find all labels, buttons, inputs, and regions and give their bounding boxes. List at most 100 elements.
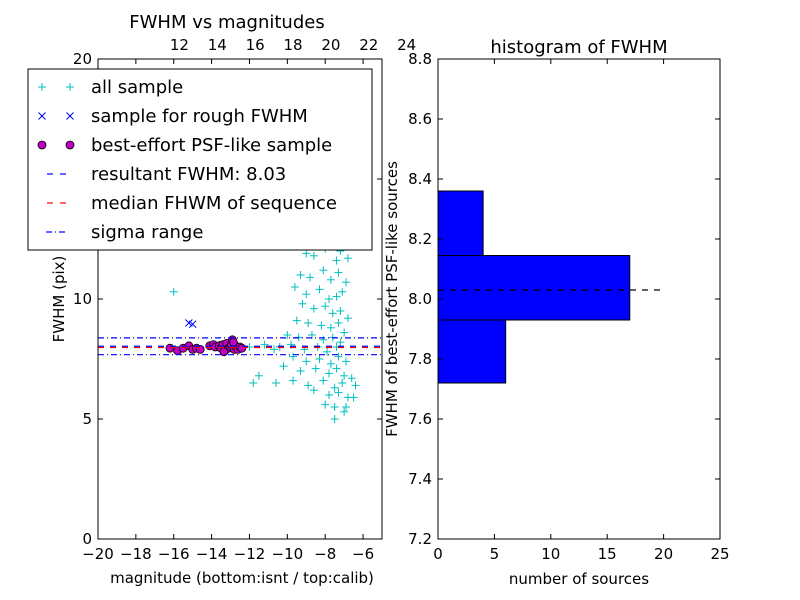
scatter-point [304, 319, 313, 327]
legend-items: all sample sample for rough FWHM best-effo… [37, 77, 337, 243]
scatter-point [347, 374, 356, 383]
x-tick-label: −10 [272, 545, 304, 563]
x-tick-label: 5 [490, 545, 500, 563]
y-tick-label: 7.4 [408, 470, 432, 488]
scatter-point [298, 299, 307, 308]
scatter-point [317, 321, 326, 330]
histogram-panel: 0 5 10 15 20 25 7.2 7.4 7.6 7.8 8.0 8.2 8.4 8.6 8.8 h… [383, 37, 730, 588]
scatter-point [334, 319, 343, 327]
top-x-tick-label: 16 [246, 36, 265, 54]
scatter-point [324, 369, 333, 378]
scatter-point [254, 371, 263, 380]
scatter-x-label: magnitude (bottom:isnt / top:calib) [110, 569, 374, 587]
scatter-point [330, 403, 339, 411]
histogram-bars [437, 190, 631, 384]
scatter-y-label: FWHM (pix) [50, 256, 68, 343]
scatter-point [326, 359, 335, 368]
scatter-point [349, 393, 358, 402]
scatter-top-ticks: 12 14 16 18 20 22 24 [170, 36, 416, 54]
legend-swatch [37, 140, 47, 150]
scatter-point [324, 295, 333, 303]
scatter-point [290, 283, 299, 291]
y-tick-label: 8.2 [408, 230, 432, 248]
legend-box [27, 68, 373, 251]
scatter-reference-lines [98, 337, 382, 356]
scatter-point [319, 376, 328, 385]
legend-swatch [66, 112, 74, 120]
scatter-point [219, 347, 229, 357]
scatter-point [315, 355, 324, 363]
histogram-bar [437, 190, 484, 256]
scatter-point [188, 320, 197, 329]
scatter-point [342, 357, 351, 366]
scatter-title: FWHM vs magnitudes [129, 12, 324, 33]
scatter-point [338, 287, 347, 296]
scatter-point [296, 271, 305, 279]
y-tick-label: 7.8 [408, 350, 432, 368]
scatter-point [332, 256, 341, 265]
scatter-point [283, 331, 292, 339]
scatter-point [169, 287, 178, 296]
scatter-point [323, 347, 332, 356]
y-tick-label: 8.8 [408, 50, 432, 68]
top-x-tick-label: 18 [283, 36, 302, 54]
legend-label: resultant FWHM: 8.03 [91, 164, 286, 185]
legend-item: resultant FWHM: 8.03 [47, 164, 286, 185]
legend-item: sigma range [46, 222, 203, 243]
scatter-point [324, 391, 333, 399]
legend-label: sigma range [91, 222, 203, 243]
scatter-point [340, 407, 349, 416]
top-x-tick-label: 12 [170, 36, 189, 54]
scatter-point [302, 357, 311, 366]
y-tick-label: 20 [73, 50, 92, 68]
scatter-point [338, 379, 347, 387]
scatter-point [292, 316, 301, 325]
histogram-x-label: number of sources [509, 570, 649, 588]
scatter-point [336, 307, 345, 315]
scatter-point [330, 383, 339, 392]
x-tick-label: −18 [120, 545, 152, 563]
y-tick-label: 8.6 [408, 110, 432, 128]
scatter-point [321, 302, 330, 311]
scatter-point [289, 376, 298, 385]
scatter-point [260, 340, 269, 349]
scatter-point [237, 343, 247, 353]
legend-item: all sample [38, 77, 183, 98]
x-tick-label: −20 [82, 545, 114, 563]
y-tick-label: 8.4 [408, 170, 432, 188]
x-tick-label: −6 [352, 545, 374, 563]
x-tick-label: 10 [541, 545, 560, 563]
x-tick-label: 20 [654, 545, 673, 563]
x-tick-label: 25 [710, 545, 729, 563]
top-x-tick-label: 14 [208, 36, 227, 54]
legend-swatch [66, 83, 74, 91]
y-tick-label: 7.2 [408, 530, 432, 548]
scatter-point [342, 403, 351, 411]
scatter-point [315, 285, 324, 294]
x-tick-label: −12 [234, 545, 266, 563]
y-tick-label: 7.6 [408, 410, 432, 428]
scatter-point [351, 381, 360, 390]
x-tick-label: −16 [158, 545, 190, 563]
legend-item: best-effort PSF-like sample [37, 135, 332, 156]
top-x-tick-label: 24 [397, 36, 416, 54]
scatter-point [228, 337, 238, 347]
scatter-point [279, 362, 288, 371]
legend-label: best-effort PSF-like sample [91, 135, 332, 156]
scatter-point [296, 367, 305, 375]
scatter-point [334, 388, 343, 397]
legend-swatch [38, 112, 46, 120]
histogram-y-ticks: 7.2 7.4 7.6 7.8 8.0 8.2 8.4 8.6 8.8 [408, 50, 720, 548]
legend-swatch [38, 83, 46, 91]
scatter-point [342, 278, 351, 287]
scatter-point [330, 415, 339, 423]
scatter-point [311, 364, 320, 373]
scatter-point [321, 400, 330, 409]
scatter-point [309, 251, 318, 260]
scatter-point [328, 309, 337, 318]
histogram-x-ticks: 0 5 10 15 20 25 [433, 59, 730, 563]
scatter-legend: all sample sample for rough FWHM best-effo… [27, 68, 373, 251]
scatter-point [302, 290, 311, 299]
